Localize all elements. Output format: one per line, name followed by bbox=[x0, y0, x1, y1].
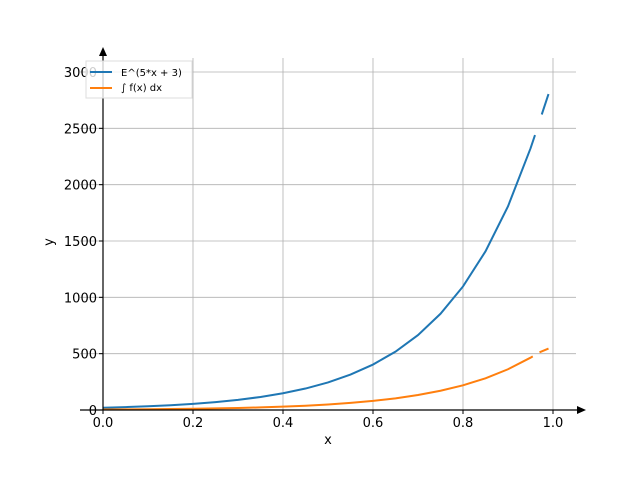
y-tick-label-0: 0 bbox=[89, 404, 97, 419]
legend: E^(5*x + 3) ∫ f(x) dx bbox=[85, 60, 193, 99]
x-tick-label-2: 0.4 bbox=[273, 416, 294, 431]
series-line-1-segment bbox=[540, 93, 550, 115]
series-layer bbox=[102, 93, 550, 411]
series-line-2 bbox=[102, 355, 534, 411]
legend-label-series-1: E^(5*x + 3) bbox=[121, 68, 182, 79]
x-tick-label-0: 0.0 bbox=[93, 416, 114, 431]
x-tick-label-5: 1.0 bbox=[543, 416, 564, 431]
y-tick-label-2: 1000 bbox=[64, 291, 97, 306]
legend-box bbox=[85, 60, 193, 99]
x-tick-label-3: 0.6 bbox=[363, 416, 384, 431]
x-tick-label-4: 0.8 bbox=[453, 416, 474, 431]
series-line-1 bbox=[102, 134, 536, 409]
x-axis-arrow bbox=[577, 406, 586, 414]
y-tick-label-4: 2000 bbox=[64, 179, 97, 194]
x-axis-label: x bbox=[324, 433, 332, 448]
ticks: 0.0 0.2 0.4 0.6 0.8 1.00500100015002000250030… bbox=[64, 66, 563, 431]
y-axis-arrow bbox=[99, 47, 107, 56]
legend-label-series-2: ∫ f(x) dx bbox=[121, 83, 162, 94]
grid bbox=[80, 58, 576, 410]
y-tick-label-1: 500 bbox=[72, 348, 97, 363]
y-tick-label-5: 2500 bbox=[64, 122, 97, 137]
axes bbox=[80, 47, 586, 414]
x-tick-label-1: 0.2 bbox=[183, 416, 204, 431]
y-axis-label: y bbox=[42, 238, 57, 246]
series-line-2-segment bbox=[539, 347, 549, 354]
y-tick-label-3: 1500 bbox=[64, 235, 97, 250]
